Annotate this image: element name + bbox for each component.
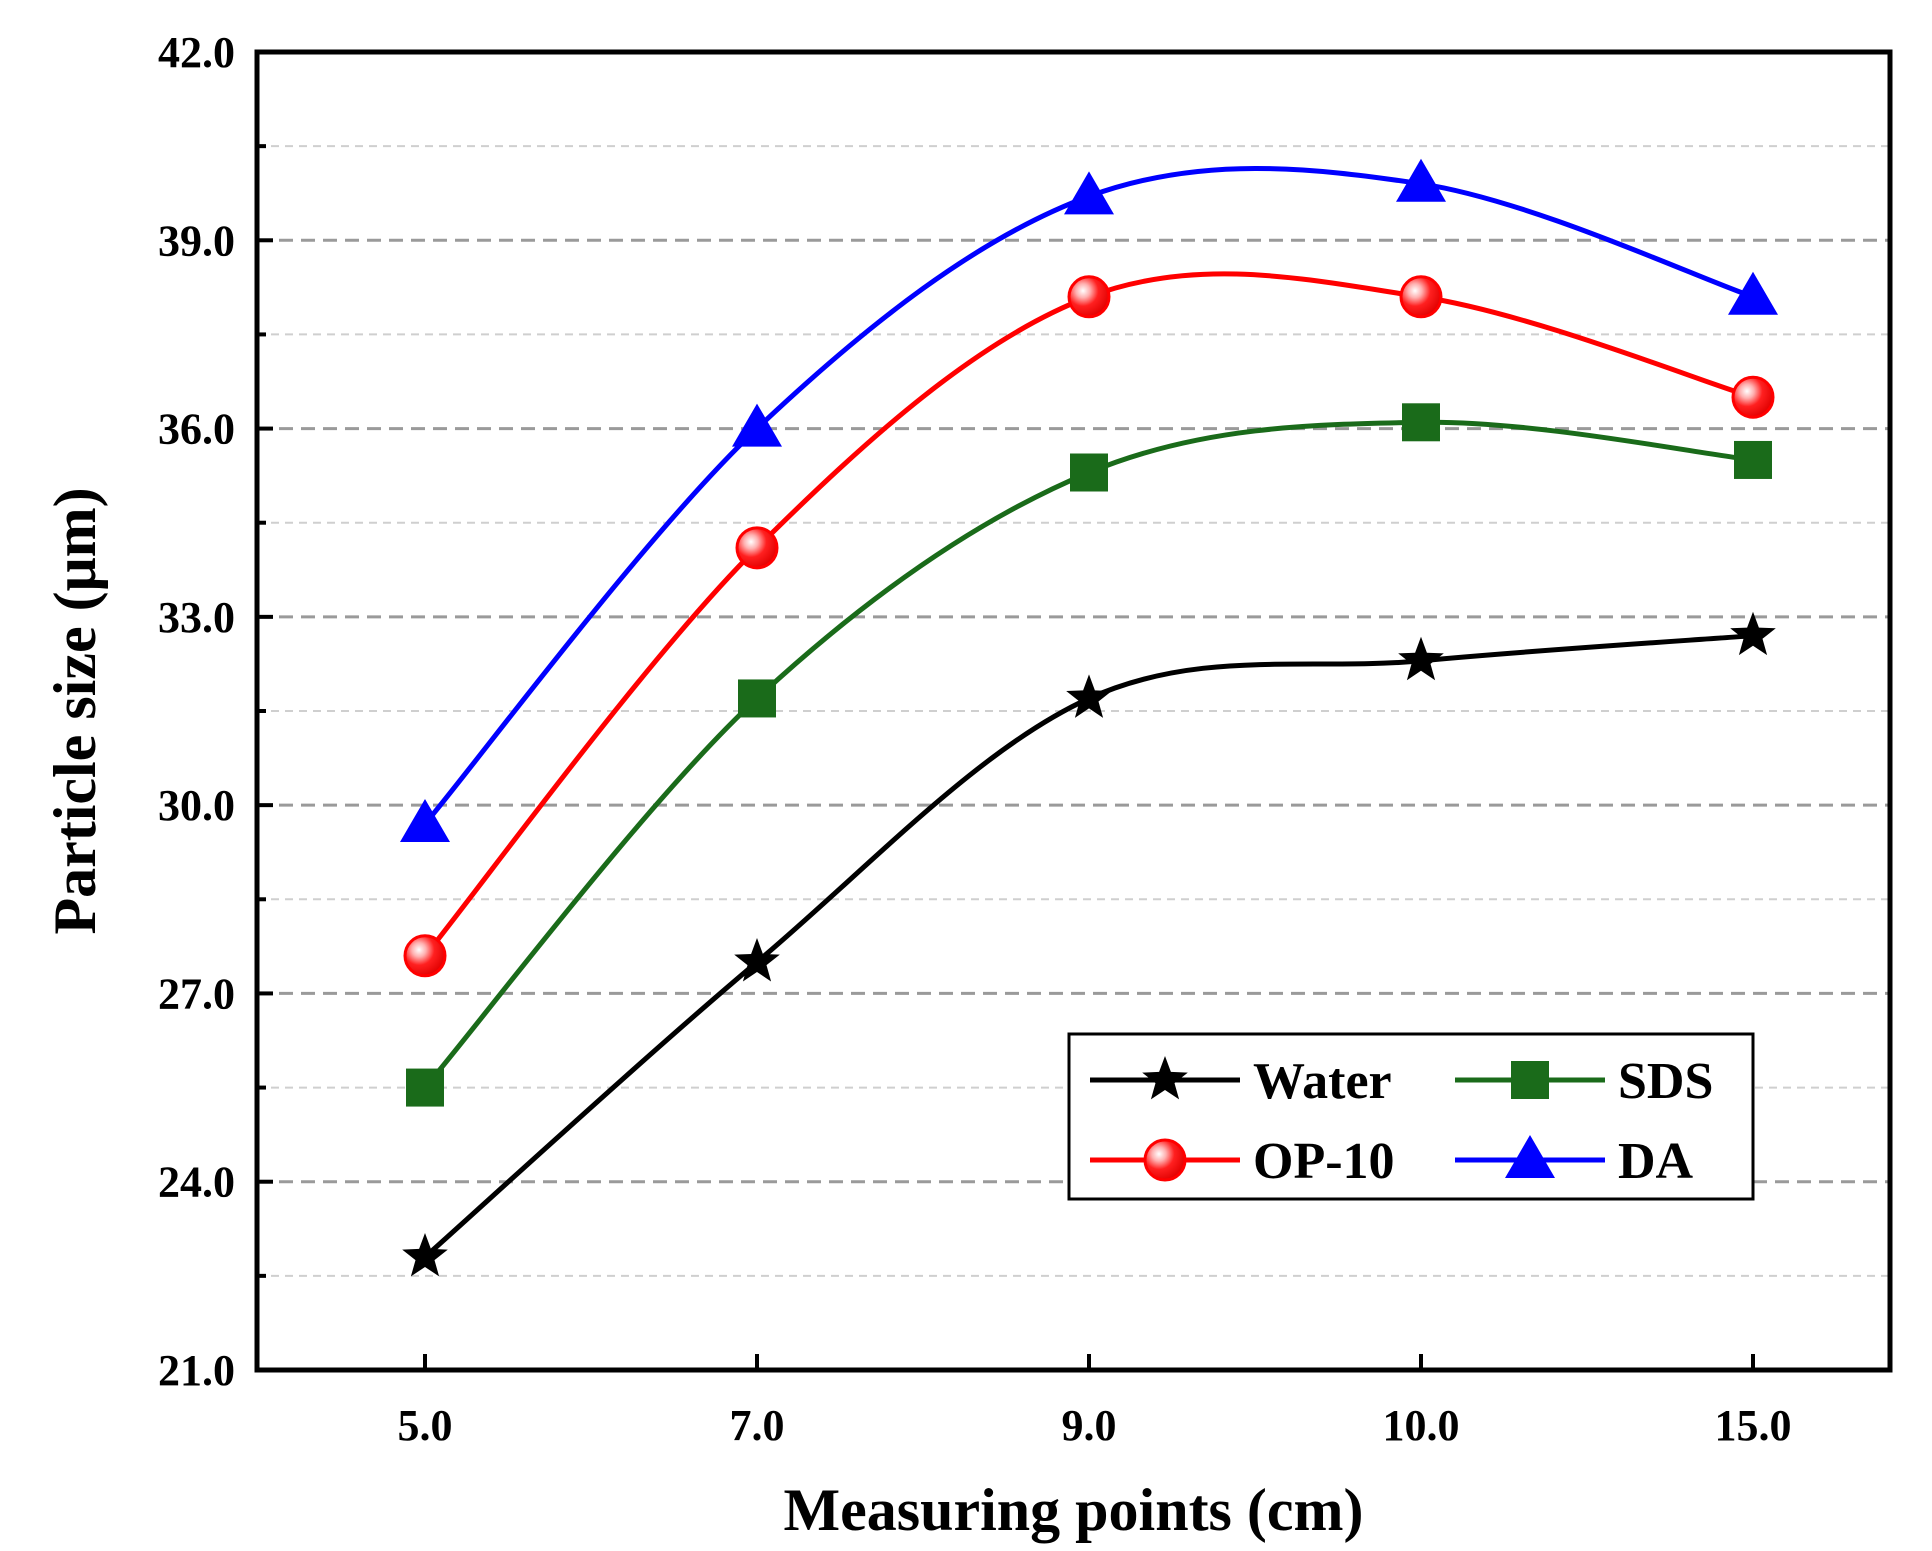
x-tick-label: 7.0: [730, 1401, 785, 1450]
y-tick-label: 36.0: [158, 405, 235, 454]
marker-water: [402, 1233, 448, 1277]
marker-sds: [1402, 403, 1440, 442]
series-markers: [400, 158, 1778, 1277]
legend-label-sds: SDS: [1618, 1053, 1713, 1110]
legend-marker-water: [1142, 1056, 1188, 1100]
y-axis-title: Particle size (μm): [42, 487, 108, 934]
marker-sds: [738, 679, 776, 718]
x-tick-labels: 5.0 7.0 9.0 10.0 15.0: [398, 1401, 1792, 1450]
marker-op-10: [1731, 375, 1775, 419]
marker-op-10: [403, 934, 447, 978]
y-tick-label: 33.0: [158, 593, 235, 642]
x-tick-label: 5.0: [398, 1401, 453, 1450]
x-axis-title: Measuring points (cm): [784, 1477, 1364, 1543]
legend-marker-op-10: [1143, 1138, 1187, 1182]
legend-label-op-10: OP-10: [1253, 1133, 1395, 1190]
series-line-water: [423, 633, 1754, 1259]
marker-op-10: [1067, 275, 1111, 319]
marker-water: [1066, 674, 1112, 718]
marker-op-10: [1399, 275, 1443, 319]
series-line-op-10: [423, 271, 1754, 958]
x-tick-label: 10.0: [1383, 1401, 1460, 1450]
marker-sds: [406, 1068, 444, 1107]
legend-label-da: DA: [1618, 1133, 1694, 1190]
marker-op-10: [735, 526, 779, 570]
y-tick-label: 24.0: [158, 1158, 235, 1207]
marker-water: [1730, 611, 1776, 656]
marker-sds: [1070, 453, 1108, 492]
marker-sds: [1734, 440, 1772, 479]
legend-label-water: Water: [1253, 1053, 1392, 1110]
marker-water: [734, 938, 780, 982]
series-line-sds: [423, 419, 1754, 1090]
marker-da: [400, 798, 450, 842]
marker-da: [732, 403, 782, 447]
series-line-da: [423, 166, 1754, 826]
marker-da: [1728, 271, 1778, 315]
y-tick-label: 21.0: [158, 1346, 235, 1395]
marker-da: [1396, 158, 1446, 202]
marker-water: [1398, 636, 1444, 681]
x-tick-label: 15.0: [1715, 1401, 1792, 1450]
y-tick-label: 27.0: [158, 969, 235, 1018]
y-tick-label: 39.0: [158, 216, 235, 265]
marker-da: [1064, 171, 1114, 215]
y-tick-label: 30.0: [158, 781, 235, 830]
legend-marker-sds: [1511, 1061, 1549, 1099]
x-tick-label: 9.0: [1062, 1401, 1117, 1450]
legend: Water SDS OP-10 DA: [1067, 1032, 1755, 1201]
plot-frame: [254, 49, 1893, 1373]
legend-marker-da: [1505, 1135, 1555, 1178]
y-tick-labels: 21.0 24.0 27.0 30.0 33.0 36.0 39.0 42.0: [158, 28, 235, 1395]
series-lines: [423, 166, 1754, 1259]
y-tick-label: 42.0: [158, 28, 235, 77]
